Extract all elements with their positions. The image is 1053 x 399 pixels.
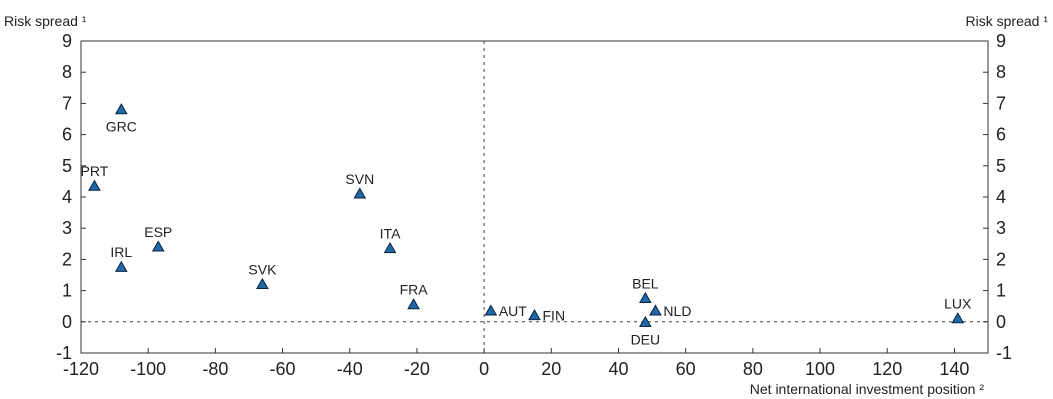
data-point-label: LUX: [944, 296, 972, 312]
data-point-marker: [649, 304, 662, 316]
y-tick-label-left: 8: [62, 62, 72, 82]
x-tick-label: -40: [337, 359, 363, 379]
data-point-marker: [256, 277, 269, 289]
x-axis: -120 -100 -80 -60 -40 -20 0 20 40 60 80 100 120 140: [63, 348, 969, 379]
x-tick-label: -60: [270, 359, 296, 379]
data-point-marker: [484, 304, 498, 316]
data-point-label: GRC: [106, 119, 137, 135]
data-point-marker: [353, 187, 367, 199]
x-tick-label: -120: [63, 359, 99, 379]
x-tick-label: 100: [805, 359, 835, 379]
data-point-marker: [114, 260, 128, 272]
y-tick-label-right: 5: [996, 156, 1006, 176]
x-tick-label: -100: [130, 359, 166, 379]
y-tick-label-left: 6: [62, 125, 72, 145]
y-tick-label-right: 9: [996, 31, 1006, 51]
y-tick-label-left: 1: [62, 281, 72, 301]
data-point-marker: [383, 241, 397, 254]
data-point-marker: [88, 179, 101, 191]
data-point-label: AUT: [499, 303, 527, 319]
y-tick-label-left: 7: [62, 93, 72, 113]
y-tick-label-right: 2: [996, 249, 1006, 269]
y-tick-label-right: 6: [996, 125, 1006, 145]
data-point-label: FIN: [543, 308, 566, 324]
data-point-marker: [638, 315, 652, 328]
data-point-label: IRL: [110, 244, 132, 260]
x-tick-label: -20: [404, 359, 430, 379]
x-tick-label: 40: [608, 359, 628, 379]
plot-area-frame: [80, 40, 989, 354]
y-tick-label-right: 8: [996, 62, 1006, 82]
y-tick-label-left: 4: [62, 187, 72, 207]
y-tick-label-right: 0: [996, 312, 1006, 332]
y-tick-label-right: -1: [996, 343, 1012, 363]
data-point-label: NLD: [663, 303, 691, 319]
y-tick-label-right: 4: [996, 187, 1006, 207]
y-tick-label-left: 9: [62, 31, 72, 51]
data-point-marker: [638, 291, 652, 304]
data-point-label: FRA: [400, 282, 429, 298]
y-tick-label-left: 0: [62, 312, 72, 332]
x-tick-label: 0: [479, 359, 489, 379]
y-axis-title-right: Risk spread ¹: [966, 13, 1049, 29]
data-point-marker: [151, 240, 165, 252]
x-tick-label: 60: [676, 359, 696, 379]
data-point-label: BEL: [632, 275, 659, 291]
data-point-marker: [407, 298, 420, 310]
data-point-label: ESP: [144, 224, 172, 240]
y-tick-label-right: 7: [996, 93, 1006, 113]
right-y-axis: -1 0 1 2 3 4 5 6 7 8 9: [983, 31, 1012, 363]
x-tick-label: 140: [939, 359, 969, 379]
data-point-label: ITA: [380, 225, 401, 241]
x-axis-title: Net international investment position ²: [750, 381, 985, 397]
y-tick-label-left: 2: [62, 249, 72, 269]
y-tick-label-left: 5: [62, 156, 72, 176]
x-tick-label: -80: [202, 359, 228, 379]
data-point-marker: [951, 312, 965, 324]
y-tick-label-left: -1: [56, 343, 72, 363]
y-tick-label-left: 3: [62, 218, 72, 238]
y-axis-title-left: Risk spread ¹: [4, 13, 87, 29]
x-tick-label: 80: [743, 359, 763, 379]
x-tick-label: 20: [541, 359, 561, 379]
y-tick-label-right: 3: [996, 218, 1006, 238]
y-tick-label-right: 1: [996, 281, 1006, 301]
reference-lines: [81, 41, 988, 353]
left-y-axis: -1 0 1 2 3 4 5 6 7 8 9: [56, 31, 86, 363]
data-point-marker: [114, 103, 128, 115]
data-point-label: DEU: [631, 331, 661, 347]
data-point-label: SVK: [248, 261, 277, 277]
data-point-marker: [528, 309, 541, 321]
data-point-label: SVN: [345, 171, 374, 187]
data-point-label: PRT: [81, 163, 109, 179]
x-tick-label: 120: [872, 359, 902, 379]
